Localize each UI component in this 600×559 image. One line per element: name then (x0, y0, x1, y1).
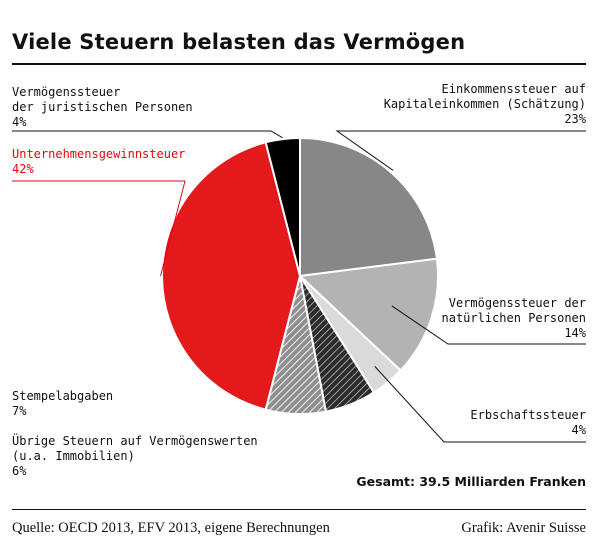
leader-line-erbschaftssteuer (374, 366, 586, 443)
leader-lines (12, 130, 586, 443)
leader-line-vermoegenssteuer-juristisch (12, 130, 283, 139)
pie-slice-vermoegenssteuer-natuerlich (297, 257, 439, 372)
slice-label-erbschaftssteuer: Erbschaftssteuer 4% (470, 408, 586, 438)
slice-label-pct: 4% (12, 115, 27, 129)
slice-label-pct: 4% (571, 423, 586, 437)
slice-label-line: natürlichen Personen (441, 311, 587, 325)
slice-label-pct: 42% (12, 162, 34, 176)
slice-label-line: (u.a. Immobilien) (12, 449, 135, 463)
slice-label-vermoegenssteuer-juristisch: Vermögenssteuer der juristischen Persone… (12, 85, 193, 130)
pie-slice-einkommenssteuer (299, 136, 439, 278)
pie-slice-unternehmensgewinnsteuer (161, 141, 302, 411)
total-amount: Gesamt: 39.5 Milliarden Franken (356, 474, 586, 489)
source-note: Quelle: OECD 2013, EFV 2013, eigene Bere… (12, 520, 330, 536)
slice-label-stempelabgaben: Stempelabgaben 7% (12, 389, 113, 419)
slice-label-line: Erbschaftssteuer (470, 408, 586, 422)
slice-label-line: Kapitaleinkommen (Schätzung) (383, 97, 586, 111)
slice-label-line: Vermögenssteuer (12, 85, 121, 99)
slice-label-line: Einkommenssteuer auf (441, 82, 587, 96)
leader-line-unternehmensgewinnsteuer (12, 180, 186, 277)
slice-label-pct: 23% (564, 112, 586, 126)
graphic-credit: Grafik: Avenir Suisse (461, 520, 586, 536)
slice-label-pct: 7% (12, 404, 27, 418)
slice-label-line: der juristischen Personen (12, 100, 193, 114)
chart-title: Viele Steuern belasten das Vermögen (12, 30, 466, 54)
slice-label-uebrige-steuern: Übrige Steuern auf Vermögenswerten (u.a.… (12, 434, 258, 479)
slice-label-einkommenssteuer: Einkommenssteuer auf Kapitaleinkommen (S… (384, 82, 586, 127)
leader-line-einkommenssteuer (335, 130, 586, 171)
slice-label-line: Unternehmensgewinnsteuer (12, 147, 186, 161)
title-rule (12, 63, 586, 65)
slice-label-line: Stempelabgaben (12, 389, 114, 403)
slice-label-pct: 6% (12, 464, 27, 478)
footer-rule (12, 509, 586, 510)
slice-label-line: Übrige Steuern auf Vermögenswerten (12, 434, 258, 448)
slice-label-line: Vermögenssteuer der (448, 296, 586, 310)
slice-label-unternehmensgewinnsteuer: Unternehmensgewinnsteuer 42% (12, 147, 185, 177)
slice-label-vermoegenssteuer-natuerlich: Vermögenssteuer der natürlichen Personen… (442, 296, 587, 341)
leader-line-vermoegenssteuer-natuerlich (391, 305, 586, 345)
pie-slices (161, 136, 439, 416)
slice-label-pct: 14% (564, 326, 586, 340)
pie-slice-vermoegenssteuer-juristisch (264, 136, 301, 277)
